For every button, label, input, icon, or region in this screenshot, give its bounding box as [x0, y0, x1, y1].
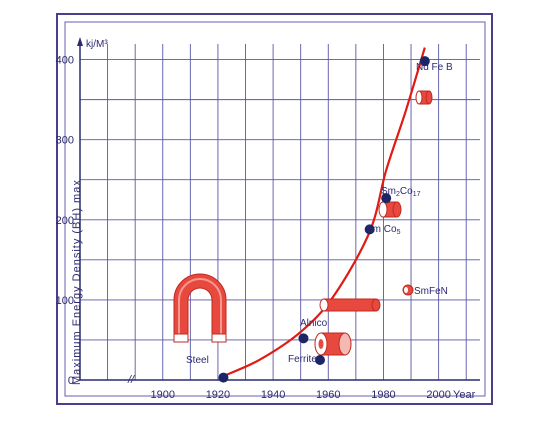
x-tick-labels: 1900 1920 1940 1960 1980 2000 [151, 389, 451, 401]
point-label-ndfeb: Nd Fe B [416, 62, 453, 73]
point-label-smco5: Sm Co5 [366, 224, 401, 236]
y-tick-label: 300 [56, 135, 74, 147]
y-tick-label: 100 [56, 295, 74, 307]
y-tick-labels: 0 100 200 300 400 [56, 55, 74, 387]
y-axis-arrow-icon [77, 37, 83, 46]
tiny-ring-magnet-icon [402, 284, 414, 296]
data-point-sm2co17 [381, 193, 392, 204]
energy-density-curve [222, 47, 426, 378]
point-label-ferrite: Ferrite [288, 354, 317, 365]
y-unit-label: kj/M³ [86, 39, 108, 50]
point-label-sm2co17: Sm2Co17 [381, 186, 421, 198]
y-axis-label: Maximum Energy Density (BH) max [71, 179, 83, 385]
x-tick-label: 1920 [206, 389, 230, 401]
bar-magnet-icon [319, 298, 381, 312]
horseshoe-magnet-icon [173, 273, 227, 343]
grid [80, 44, 480, 380]
y-tick-label: 200 [56, 215, 74, 227]
x-tick-label: 1960 [316, 389, 340, 401]
ring-magnet-icon [314, 332, 352, 356]
y-tick-label: 400 [56, 55, 74, 67]
x-tick-label: 1900 [151, 389, 175, 401]
x-axis-label: Year [453, 389, 476, 401]
y-tick-label: 0 [68, 375, 74, 387]
data-point-alnico [298, 333, 309, 344]
cylinder-magnet-icon [378, 201, 402, 218]
data-point-steel [218, 372, 229, 383]
x-tick-label: 2000 [426, 389, 450, 401]
smfen-label: SmFeN [414, 286, 448, 297]
point-label-alnico: Alnico [300, 318, 328, 329]
outer-frame [56, 13, 493, 405]
small-ring-magnet-icon [415, 90, 433, 105]
x-tick-label: 1980 [371, 389, 395, 401]
point-label-steel: Steel [186, 355, 209, 366]
data-points [218, 56, 430, 383]
axis-break-mark: // [127, 374, 135, 386]
x-tick-label: 1940 [261, 389, 285, 401]
data-point-ferrite [315, 354, 325, 365]
data-point-sm-co5 [364, 224, 375, 235]
data-point-nd-fe-b [419, 56, 430, 67]
inner-frame [64, 21, 486, 397]
